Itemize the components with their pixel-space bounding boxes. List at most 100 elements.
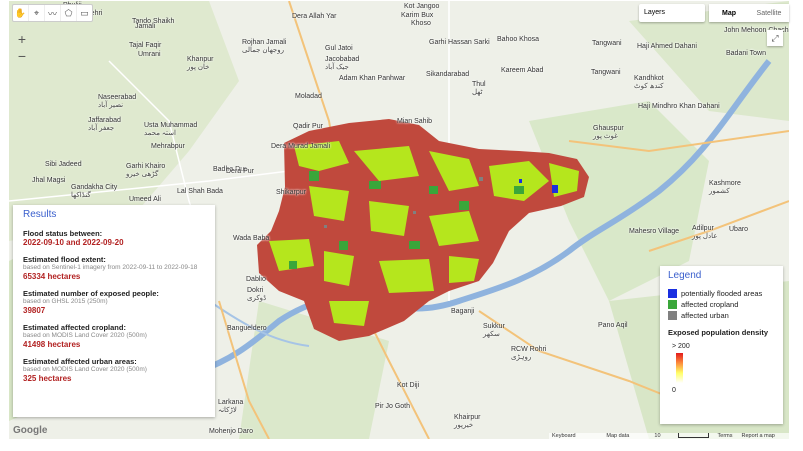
map-type-map-button[interactable]: Map	[722, 9, 736, 17]
place-name: RCW Rohri	[511, 346, 547, 353]
place-name-urdu: روجھان جمالی	[242, 47, 285, 54]
place-label-adil-pur: Adilpur عادل پور	[692, 225, 717, 241]
place-name: Pano Aqil	[598, 322, 628, 329]
layers-dropdown[interactable]: Layers	[639, 4, 705, 22]
place-name-urdu: غوث پور	[593, 133, 618, 140]
map-footer: Keyboard shortcuts Map data ©2024 10 km …	[549, 433, 789, 439]
place-name: Umeed Ali	[129, 196, 161, 203]
place-label-larkana: Larkana لاڑکانہ	[218, 399, 243, 415]
cropland-value: 41498 hectares	[23, 340, 81, 349]
place-name: Rojhan Jamali	[242, 39, 287, 46]
results-title: Results	[23, 209, 57, 220]
place-name-urdu: عادل پور	[692, 233, 718, 240]
place-label-garhi-hassan: Garhi Hassan Sarki	[429, 39, 490, 47]
place-name: Dokri	[247, 287, 264, 294]
place-name: Jaffarabad	[88, 117, 121, 124]
map-type-control: Map Satellite	[709, 4, 789, 22]
flood-extent-value: 65334 hectares	[23, 272, 81, 281]
place-name: Wada Baba	[233, 235, 270, 242]
place-label-dera-murad: Dera Murad Jamali	[271, 143, 330, 151]
cropland-source: based on MODIS Land Cover 2020 (500m)	[23, 332, 147, 339]
place-label-mohen: Mohenjo Daro	[209, 428, 253, 436]
place-name-urdu: ٹھل	[472, 89, 483, 96]
flood-extent-source: based on Sentinel-1 imagery from 2022-09…	[23, 264, 198, 271]
pin-icon[interactable]: ⌖	[29, 5, 45, 21]
results-panel: Results Flood status between: 2022-09-10…	[13, 205, 215, 417]
place-name: Jamali	[135, 23, 156, 30]
scale-bar	[677, 433, 709, 438]
place-label-moladad: Moladad	[295, 93, 322, 101]
place-label-khairpur: Khairpur خیرپور	[454, 414, 480, 430]
place-name: Dera Allah Yar	[292, 13, 337, 20]
place-label-baganji: Baganji	[451, 308, 474, 316]
place-name: Kareem Abad	[501, 67, 544, 74]
place-name-urdu: کندھ کوٹ	[634, 83, 664, 90]
keyboard-shortcuts-link[interactable]: Keyboard shortcuts	[552, 433, 576, 439]
report-error-link[interactable]: Report a map error	[741, 433, 775, 439]
place-label-umrani: Umrani	[138, 51, 161, 59]
place-name: Bahoo Khosa	[497, 36, 540, 43]
place-label-dera-pur: Dera Pur	[226, 168, 254, 176]
urban-source: based on MODIS Land Cover 2020 (500m)	[23, 366, 147, 373]
legend-item-flooded: potentially flooded areas	[668, 289, 775, 298]
urban-value: 325 hectares	[23, 374, 72, 383]
density-color-ramp	[676, 353, 683, 383]
place-label-karim-bux: Karim Bux	[401, 12, 433, 20]
place-label-kandhkot: Kandhkot کندھ کوٹ	[634, 75, 664, 91]
place-label-rcw-rohri: RCW Rohri روہڑی	[511, 346, 546, 362]
density-low-label: 0	[672, 387, 676, 394]
flood-status-label: Flood status between:	[23, 229, 103, 238]
density-title: Exposed population density	[668, 328, 769, 337]
place-name: Kandhkot	[634, 75, 664, 82]
place-label-haji-ahmed: Haji Ahmed Dahani	[637, 43, 697, 51]
place-name: Tando Shaikh	[132, 18, 175, 25]
place-name: Badha Dur	[213, 166, 247, 173]
place-name-urdu: گنڈاکھا	[71, 192, 91, 199]
place-name-urdu: روہڑی	[511, 354, 532, 361]
place-name: Haji Ahmed Dahani	[637, 43, 697, 50]
place-name: Adilpur	[692, 225, 714, 232]
map-type-satellite-button[interactable]: Satellite	[756, 9, 782, 17]
urban-label: Estimated affected urban areas:	[23, 357, 137, 366]
place-name: Larkana	[218, 399, 244, 406]
hand-icon[interactable]: ✋	[13, 5, 29, 21]
place-label-khanpur: Khanpur خان پور	[187, 56, 213, 72]
place-name: Badani Town	[726, 50, 766, 57]
fullscreen-icon[interactable]: ⤢	[767, 30, 783, 46]
place-name: Shikarpur	[276, 189, 306, 196]
place-name-urdu: ڈوکری	[247, 295, 267, 302]
place-label-dablio: Dablio	[246, 276, 266, 284]
density-high-label: > 200	[672, 343, 690, 350]
place-name: Garhi Khairo	[126, 163, 166, 170]
legend-label-urban: affected urban	[681, 311, 729, 320]
line-icon[interactable]: 〰	[45, 5, 61, 21]
rectangle-icon[interactable]: ▭	[80, 7, 89, 18]
zoom-out-button[interactable]: −	[17, 47, 27, 64]
terms-link[interactable]: Terms	[717, 433, 733, 439]
cropland-label: Estimated affected cropland:	[23, 323, 126, 332]
flood-extent-label: Estimated flood extent:	[23, 255, 106, 264]
flood-status-value: 2022-09-10 and 2022-09-20	[23, 238, 124, 247]
place-label-jamali: Jamali	[135, 23, 155, 31]
place-label-ghauspur: Ghauspur غوث پور	[593, 125, 624, 141]
scale-label: 10 km	[654, 433, 661, 439]
zoom-in-button[interactable]: +	[17, 30, 27, 47]
place-label-khoso: Khoso	[411, 20, 431, 28]
place-name-urdu: خیرپور	[454, 422, 474, 429]
place-name: Garhi Hassan Sarki	[429, 39, 490, 46]
place-name: Naseerabad	[98, 94, 137, 101]
polygon-icon[interactable]: ⬠	[61, 5, 77, 21]
place-name: Sibi Jadeed	[45, 161, 82, 168]
place-name: Sikandarabad	[426, 71, 470, 78]
place-name: Jacobabad	[325, 56, 360, 63]
place-name: Qadir Pur	[293, 123, 323, 130]
place-label-mahesro: Mahesro Village	[629, 228, 679, 236]
place-name: Adam Khan Panhwar	[339, 75, 406, 82]
place-label-usta: Usta Muhammad استہ محمد	[144, 122, 197, 138]
place-name: Bangueldero	[227, 325, 267, 332]
place-label-dera-allah: Dera Allah Yar	[292, 13, 337, 21]
flood-status-section: Flood status between: 2022-09-10 and 202…	[23, 229, 205, 248]
place-label-jaffarabad: Jaffarabad جعفر آباد	[88, 117, 121, 133]
legend-swatch-flooded	[668, 289, 677, 298]
place-name: Moladad	[295, 93, 322, 100]
